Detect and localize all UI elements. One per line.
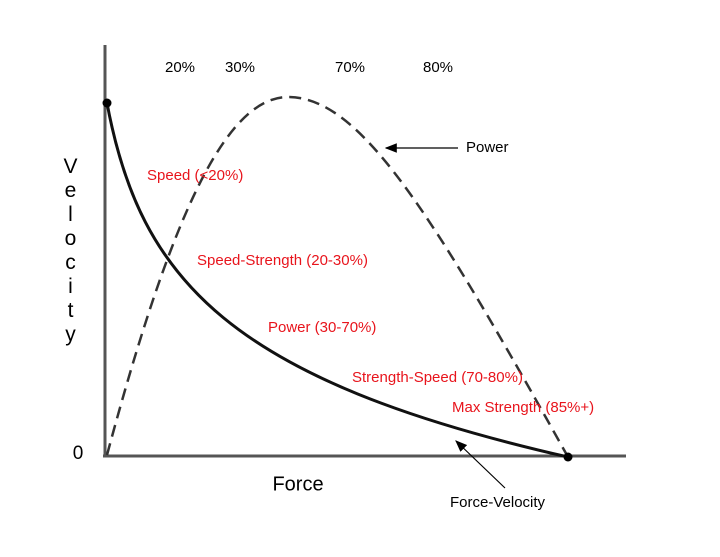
percent-label: 80% bbox=[423, 59, 453, 76]
endpoint bbox=[563, 452, 573, 462]
percent-label: 20% bbox=[165, 59, 195, 76]
origin-label: 0 bbox=[73, 443, 84, 464]
force-velocity-curve bbox=[105, 102, 569, 459]
zone-label: Speed-Strength (20-30%) bbox=[197, 252, 368, 269]
force-velocity-arrow bbox=[455, 440, 506, 489]
zone-label: Strength-Speed (70-80%) bbox=[352, 369, 523, 386]
y-axis-label: Velocity bbox=[59, 155, 82, 347]
zone-label: Power (30-70%) bbox=[268, 319, 376, 336]
curve-label: Power bbox=[466, 139, 509, 156]
zone-label: Max Strength (85%+) bbox=[452, 399, 594, 416]
percent-label: 30% bbox=[225, 59, 255, 76]
endpoint bbox=[102, 98, 112, 108]
curve-label: Force-Velocity bbox=[450, 494, 546, 511]
percent-label: 70% bbox=[335, 59, 365, 76]
x-axis-label: Force bbox=[272, 473, 323, 495]
zone-label: Speed (<20%) bbox=[147, 167, 243, 184]
